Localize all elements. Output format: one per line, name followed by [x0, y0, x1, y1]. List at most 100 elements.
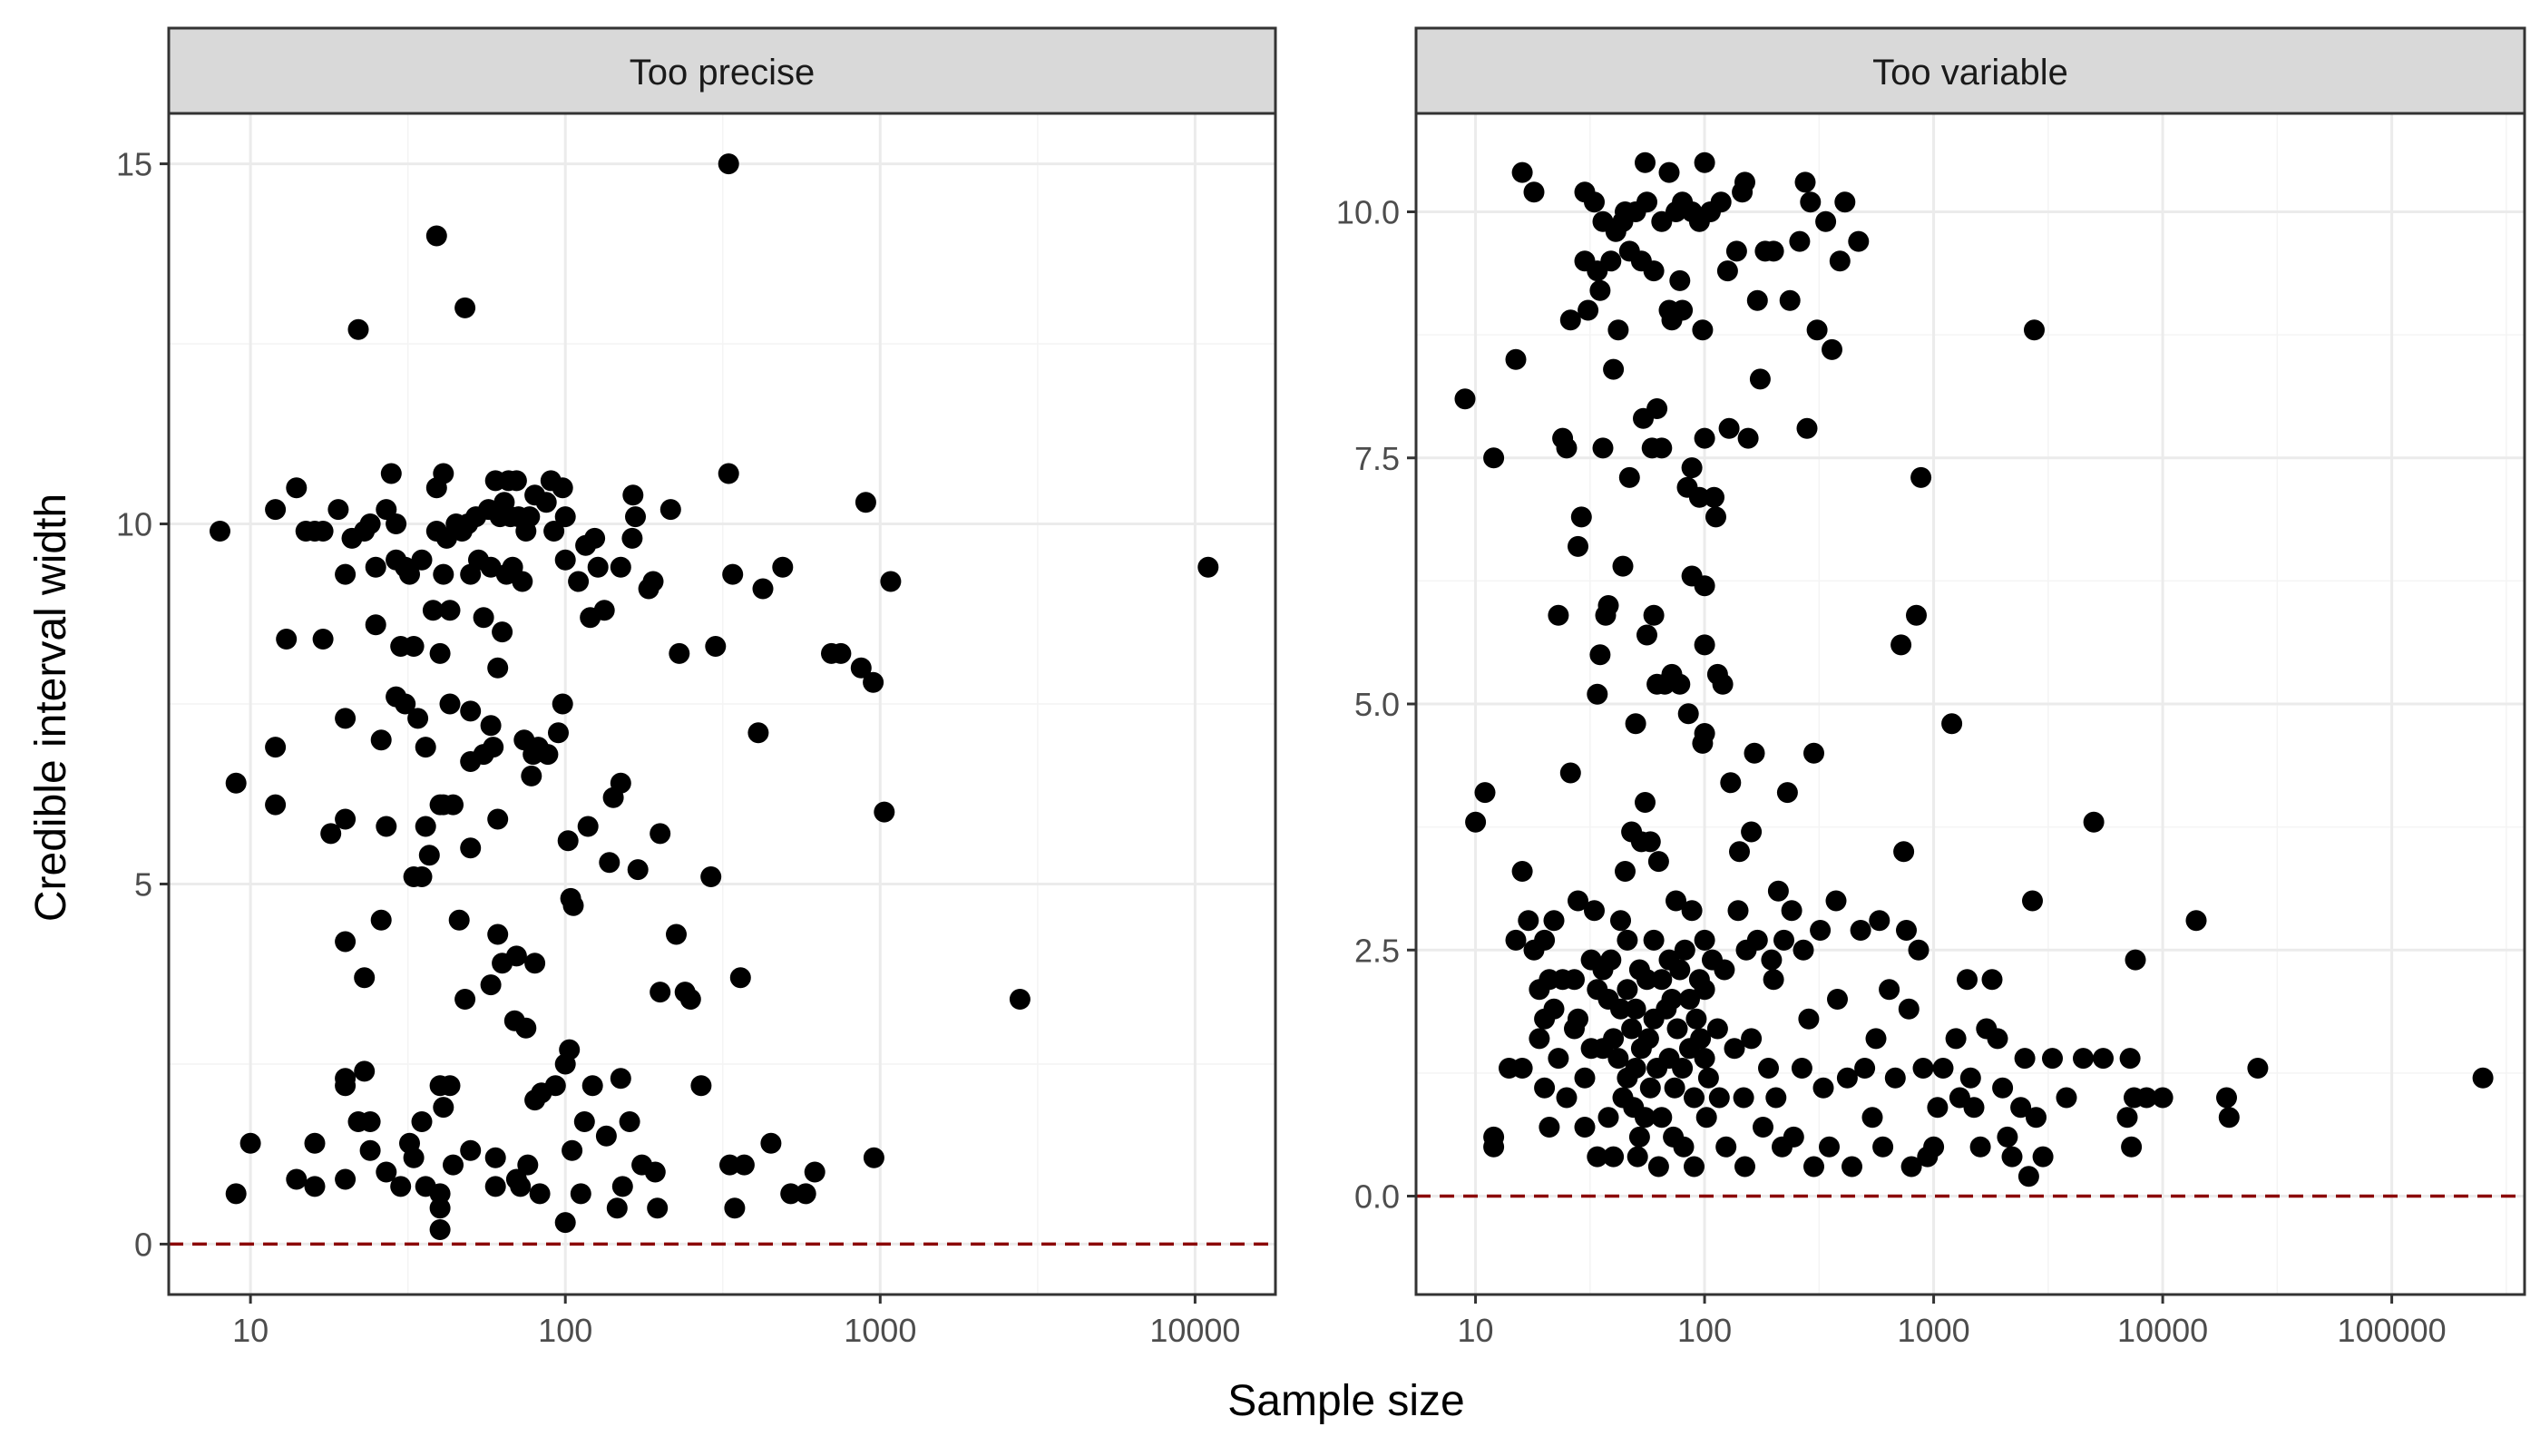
data-point [2056, 1087, 2077, 1109]
strip-label: Too precise [630, 53, 816, 93]
data-point [1893, 841, 1915, 863]
data-point [1806, 319, 1828, 341]
data-point [1621, 1018, 1643, 1040]
data-point [225, 1183, 247, 1205]
data-point [1737, 427, 1759, 449]
data-point [415, 816, 436, 837]
data-point [2026, 1107, 2047, 1129]
data-point [863, 1147, 884, 1168]
data-point [433, 463, 454, 484]
x-tick-label: 10000 [2117, 1312, 2208, 1349]
data-point [718, 463, 739, 484]
data-point [517, 1154, 539, 1176]
data-point [610, 1068, 631, 1090]
data-point [487, 657, 509, 679]
data-point [411, 1111, 433, 1132]
data-point [1574, 1067, 1596, 1089]
data-point [1705, 506, 1726, 528]
data-point [554, 506, 576, 528]
y-tick-label: 5.0 [1354, 686, 1400, 723]
data-point [1927, 1097, 1949, 1119]
data-point [2135, 1087, 2157, 1109]
data-point [1617, 929, 1638, 951]
data-point [642, 571, 664, 592]
data-point [659, 499, 681, 521]
data-point [562, 894, 584, 916]
data-point [1706, 1018, 1728, 1040]
data-point [286, 1168, 308, 1190]
data-point [1669, 673, 1691, 695]
data-point [1651, 437, 1673, 459]
data-point [1684, 1156, 1705, 1178]
data-point [595, 1125, 617, 1147]
y-tick-label: 7.5 [1354, 440, 1400, 477]
data-point [1694, 575, 1715, 597]
data-point [2247, 1058, 2269, 1079]
data-point [863, 671, 884, 693]
data-point [1725, 240, 1747, 262]
data-point [622, 484, 644, 506]
data-point [581, 1075, 603, 1097]
data-point [1718, 417, 1740, 439]
data-point [510, 1176, 532, 1197]
data-point [1690, 1028, 1712, 1050]
data-point [519, 506, 541, 528]
data-point [1715, 1136, 1737, 1158]
data-point [1850, 920, 1871, 941]
data-point [1628, 1126, 1650, 1148]
data-point [1753, 1117, 1773, 1138]
x-tick-label: 10000 [1149, 1312, 1240, 1349]
data-point [557, 830, 579, 852]
data-point [1511, 161, 1533, 183]
y-tick-label: 2.5 [1354, 932, 1400, 969]
data-point [795, 1183, 816, 1205]
data-point [1610, 910, 1631, 932]
data-point [439, 693, 461, 715]
data-point [1518, 910, 1539, 932]
x-tick-label: 1000 [1898, 1312, 1970, 1349]
data-point [1674, 939, 1695, 961]
data-point [552, 477, 573, 499]
data-point [747, 722, 769, 744]
data-point [1694, 723, 1715, 744]
data-point [548, 722, 569, 744]
data-point [335, 1075, 357, 1097]
data-point [1694, 634, 1715, 656]
data-point [1716, 260, 1738, 282]
data-point [1861, 1107, 1883, 1129]
data-point [1636, 191, 1657, 213]
x-tick-label: 10 [1458, 1312, 1494, 1349]
y-tick-label: 0 [134, 1226, 152, 1263]
data-point [2022, 890, 2043, 912]
data-point [1618, 466, 1640, 488]
data-point [1694, 1048, 1715, 1070]
data-point [1869, 910, 1890, 932]
data-point [690, 1075, 712, 1097]
data-point [1794, 171, 1816, 193]
data-point [573, 1111, 595, 1132]
data-point [1879, 979, 1900, 1001]
data-point [627, 859, 649, 881]
data-point [1694, 151, 1715, 173]
data-point [1534, 929, 1556, 951]
data-point [1963, 1097, 1985, 1119]
data-point [320, 823, 342, 845]
data-point [265, 499, 287, 521]
data-point [562, 1139, 583, 1161]
data-point [1773, 929, 1794, 951]
x-axis: 10 100 1000 10000 100000 [1458, 1295, 2447, 1349]
data-point [492, 621, 513, 643]
data-point [370, 729, 392, 751]
data-point [429, 1197, 451, 1219]
data-point [1646, 398, 1668, 419]
data-point [359, 513, 381, 534]
data-point [647, 1197, 669, 1219]
data-point [1543, 910, 1565, 932]
data-point [1643, 929, 1665, 951]
data-point [1825, 890, 1847, 912]
data-point [415, 737, 436, 758]
data-point [265, 794, 287, 816]
data-point [1848, 230, 1870, 252]
data-point [480, 715, 502, 737]
